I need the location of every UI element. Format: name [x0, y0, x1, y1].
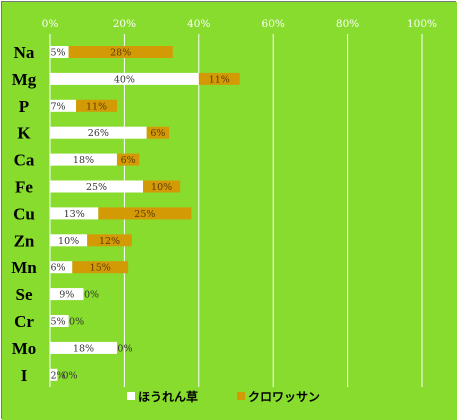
legend: ほうれん草 クロワッサン: [127, 389, 320, 404]
category-label: Cr: [14, 312, 34, 331]
data-label-spinach: 18%: [73, 155, 94, 166]
bar-croissant: [143, 180, 181, 193]
category-label: K: [17, 124, 31, 143]
bar-spinach: [50, 234, 88, 247]
data-label-croissant: 0%: [62, 370, 77, 381]
bar-croissant: [146, 126, 170, 139]
data-label-croissant: 12%: [99, 236, 120, 247]
data-label-croissant: 11%: [209, 74, 230, 85]
x-tick-label: 80%: [336, 18, 359, 30]
bar-croissant: [98, 207, 192, 220]
category-labels: Na Mg PK Ca Fe Cu Zn Mn Se Cr Mo I: [11, 43, 37, 385]
data-label-spinach: 2%: [50, 370, 65, 381]
data-label-spinach: 13%: [64, 209, 85, 220]
category-label: Mn: [11, 258, 37, 277]
data-labels: 5% 28% 40% 11% 7% 11% 26% 6% 18% 6% 25% 10% 13% 25% 10…: [50, 48, 229, 382]
category-label: Fe: [15, 178, 33, 197]
data-label-spinach: 6%: [50, 263, 65, 274]
bar-spinach: [50, 46, 69, 58]
bar-spinach: [50, 180, 143, 193]
bar-croissant: [87, 234, 132, 247]
data-label-croissant: 6%: [150, 128, 165, 139]
legend-swatch-croissant: [237, 392, 245, 400]
bar-spinach: [50, 341, 117, 354]
legend-label-croissant: クロワッサン: [248, 390, 320, 404]
bar-croissant: [116, 153, 140, 166]
bar-spinach: [50, 315, 69, 327]
legend-label-spinach: ほうれん草: [138, 389, 198, 404]
x-tick-label: 20%: [113, 18, 136, 30]
bar-croissant: [68, 46, 173, 58]
category-label: Se: [16, 285, 33, 304]
x-tick-label: 0%: [42, 18, 59, 30]
x-tick-label: 60%: [262, 18, 285, 30]
data-label-croissant: 11%: [86, 101, 107, 112]
bar-croissant: [198, 72, 240, 85]
data-label-spinach: 9%: [59, 290, 74, 301]
bar-spinach: [50, 153, 117, 166]
data-label-spinach: 18%: [73, 343, 94, 354]
category-label: I: [21, 366, 28, 385]
bar-spinach: [50, 207, 99, 220]
category-label: Ca: [14, 151, 35, 170]
x-tick-label: 40%: [187, 18, 210, 30]
bars: [50, 46, 240, 381]
legend-swatch-spinach: [127, 392, 135, 400]
category-label: Mo: [12, 339, 37, 358]
bar-spinach: [50, 261, 73, 274]
data-label-croissant: 6%: [121, 155, 136, 166]
data-label-spinach: 40%: [114, 74, 135, 85]
category-label: Cu: [13, 204, 35, 223]
x-axis-tick-labels: 0% 20% 40% 60% 80% 100%: [42, 18, 437, 30]
data-label-croissant: 0%: [117, 343, 132, 354]
category-label: Zn: [14, 231, 35, 250]
bar-spinach: [50, 126, 147, 139]
bar-croissant: [76, 99, 117, 112]
bar-spinach: [50, 72, 199, 85]
data-label-spinach: 26%: [88, 128, 109, 139]
data-label-croissant: 0%: [69, 317, 84, 328]
data-label-croissant: 15%: [90, 263, 111, 274]
data-label-spinach: 5%: [50, 48, 65, 59]
data-label-spinach: 7%: [50, 101, 65, 112]
data-label-croissant: 0%: [84, 290, 99, 301]
bar-spinach: [50, 99, 77, 112]
category-label: P: [19, 97, 29, 116]
bar-croissant: [72, 261, 129, 274]
data-label-spinach: 10%: [58, 236, 79, 247]
x-tick-label: 100%: [407, 18, 437, 30]
data-label-spinach: 25%: [86, 182, 107, 193]
data-label-spinach: 5%: [50, 317, 65, 328]
data-label-croissant: 10%: [151, 182, 172, 193]
bar-spinach: [50, 368, 58, 381]
data-label-croissant: 28%: [110, 48, 131, 59]
category-label: Na: [14, 43, 35, 62]
category-label: Mg: [12, 70, 37, 89]
data-label-croissant: 25%: [134, 209, 155, 220]
bar-spinach: [50, 288, 84, 301]
